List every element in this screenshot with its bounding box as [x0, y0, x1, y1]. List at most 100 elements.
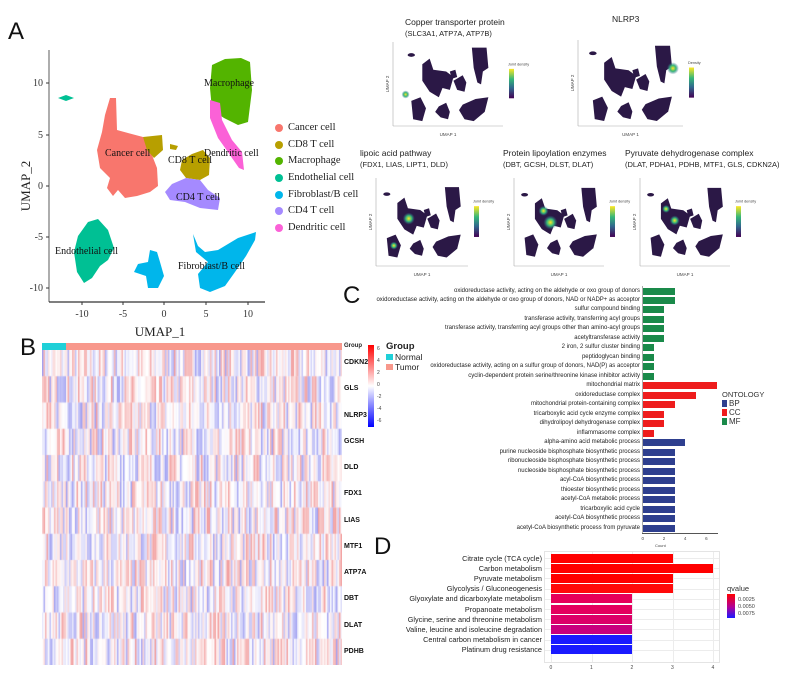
colorbar-tick: -6: [377, 418, 382, 424]
umap-clusters: [58, 58, 256, 292]
go-term-label: tricarboxylic acid cycle: [580, 505, 640, 512]
kegg-pathway-bar: [551, 604, 632, 614]
density-x-label: UMAP 1: [440, 132, 457, 137]
go-term-label: acetyl-CoA biosynthetic process from pyr…: [516, 524, 640, 531]
legend-swatch: [275, 206, 283, 215]
cluster-label-macrophage: Macrophage: [204, 78, 255, 89]
qvalue-colorbar: [727, 594, 735, 618]
d-x-tick-label: 2: [630, 665, 634, 671]
y-tick-label: 5: [38, 130, 43, 141]
go-term-bar: [643, 477, 675, 485]
qvalue-legend-title: qvalue: [727, 584, 750, 593]
density-plot-title-line1: lipoic acid pathway: [360, 148, 432, 158]
go-term-bar: [643, 334, 665, 342]
go-term-label: transferase activity, transferring acyl …: [445, 325, 640, 332]
legend-swatch: [275, 173, 283, 182]
go-term-label: inflammasome complex: [576, 429, 640, 436]
y-tick-label: 10: [33, 78, 43, 89]
go-term-bar: [643, 505, 675, 513]
kegg-pathway-label: Propanoate metabolism: [464, 604, 542, 614]
panel-label-d: D: [374, 533, 392, 560]
ontology-legend-item: MF: [722, 417, 764, 426]
heatmap-gene-label: MTF1: [344, 542, 363, 550]
legend-swatch: [722, 400, 727, 407]
go-term-label: sulfur compound binding: [574, 306, 640, 313]
d-row-gridline: [545, 639, 719, 641]
legend-item: Fibroblast/B cell: [275, 189, 358, 200]
kegg-pathway-bar: [551, 573, 673, 583]
heatmap-gene-label: FDX1: [344, 490, 362, 498]
heatmap-gene-label: PDHB: [344, 647, 364, 655]
legend-label: Cancer cell: [288, 122, 336, 133]
kegg-pathway-label: Glycine, serine and threonine metabolism: [407, 614, 542, 624]
ontology-legend-item: BP: [722, 399, 764, 408]
umap-main-plot: 10 5 0 -5 -10 -10 -5 0 5 10 UMAP_1 UMAP_…: [18, 50, 265, 339]
density-colorbar: [509, 68, 514, 99]
c-x-axis-label: Count: [655, 543, 666, 548]
c-x-tick-label: 2: [662, 536, 666, 541]
cluster-label-endothelial: Endothelial cell: [55, 246, 118, 257]
heatmap-colorbar: [368, 345, 374, 427]
density-legend-title: Joint density: [473, 200, 494, 204]
cluster-cd8-a: [143, 135, 163, 158]
d-row-gridline: [545, 609, 719, 610]
go-term-label: nucleoside bisphosphate biosynthetic pro…: [517, 467, 640, 474]
x-tick-label: 5: [204, 309, 209, 320]
d-gridline: [713, 552, 714, 662]
legend-item: Cancer cell: [275, 122, 336, 133]
density-colorbar: [474, 206, 479, 237]
heatmap-gene-label: DBT: [344, 595, 359, 603]
density-y-label: UMAP 2: [632, 213, 637, 230]
legend-item: CD4 T cell: [275, 205, 334, 216]
density-y-label: UMAP 2: [506, 213, 511, 230]
x-tick-label: 0: [162, 309, 167, 320]
go-term-bar: [643, 401, 675, 409]
legend-label: Tumor: [395, 362, 420, 372]
cluster-label-cancer: Cancer cell: [105, 148, 150, 159]
go-term-label: acetyltransferase activity: [574, 334, 640, 341]
group-legend-item: Normal: [386, 352, 422, 362]
colorbar-tick: 2: [377, 370, 380, 376]
d-x-tick-label: 0: [549, 665, 553, 671]
ontology-legend: ONTOLOGY BP CC MF: [722, 390, 764, 426]
c-axis-line: [642, 286, 643, 534]
heatmap-gene-label: CDKN2A: [344, 359, 374, 366]
kegg-pathway-label: Carbon metabolism: [478, 563, 542, 573]
qvalue-tick: 0.0025: [738, 597, 755, 603]
heatmap-group-row-label: Group: [344, 343, 362, 349]
panel-label-c: C: [343, 282, 361, 309]
cluster-dendritic: [210, 100, 244, 170]
go-term-bar: [643, 287, 675, 295]
kegg-pathway-bar: [551, 624, 632, 634]
d-x-tick-label: 3: [671, 665, 674, 671]
group-tumor-segment: [66, 343, 342, 350]
density-y-label: UMAP 2: [385, 75, 390, 92]
heatmap-gene-label: LIAS: [344, 516, 360, 524]
density-hotspot: [402, 212, 415, 225]
cluster-label-dendritic: Dendritic cell: [204, 148, 259, 159]
kegg-pathway-label: Glycolysis / Gluconeogenesis: [446, 584, 542, 594]
density-hotspot: [401, 90, 410, 99]
density-plot-title-line2: (FDX1, LIAS, LIPT1, DLD): [360, 160, 448, 169]
density-umap: UMAP 2 UMAP 1 Density: [570, 40, 701, 137]
heatmap-gene-label: DLAT: [344, 621, 363, 629]
density-umap: UMAP 2 UMAP 1 Joint density: [385, 42, 529, 137]
go-term-label: oxidoreductase activity, acting on the a…: [453, 287, 640, 294]
qvalue-legend: qvalue 0.0025 0.0050 0.0075: [727, 584, 755, 618]
density-x-label: UMAP 1: [622, 132, 639, 137]
y-tick-label: -10: [30, 283, 43, 294]
y-tick-label: 0: [38, 181, 43, 192]
group-legend-title: Group: [386, 341, 415, 352]
kegg-pathway-label: Glyoxylate and dicarboxylate metabolism: [409, 594, 542, 604]
go-term-label: acyl-CoA biosynthetic process: [559, 477, 640, 484]
d-row-gridline: [545, 649, 719, 651]
go-term-label: alpha-amino acid metabolic process: [544, 439, 640, 446]
kegg-pathway-bar: [551, 645, 632, 655]
umap-cells: [589, 45, 672, 122]
colorbar-tick: 6: [377, 346, 380, 352]
heatmap-group-bar: [42, 343, 342, 350]
x-tick-label: -10: [75, 309, 88, 320]
legend-label: CD8 T cell: [288, 139, 335, 150]
cluster-endothelial-small: [58, 95, 74, 101]
go-term-label: 2 iron, 2 sulfur cluster binding: [561, 344, 640, 351]
